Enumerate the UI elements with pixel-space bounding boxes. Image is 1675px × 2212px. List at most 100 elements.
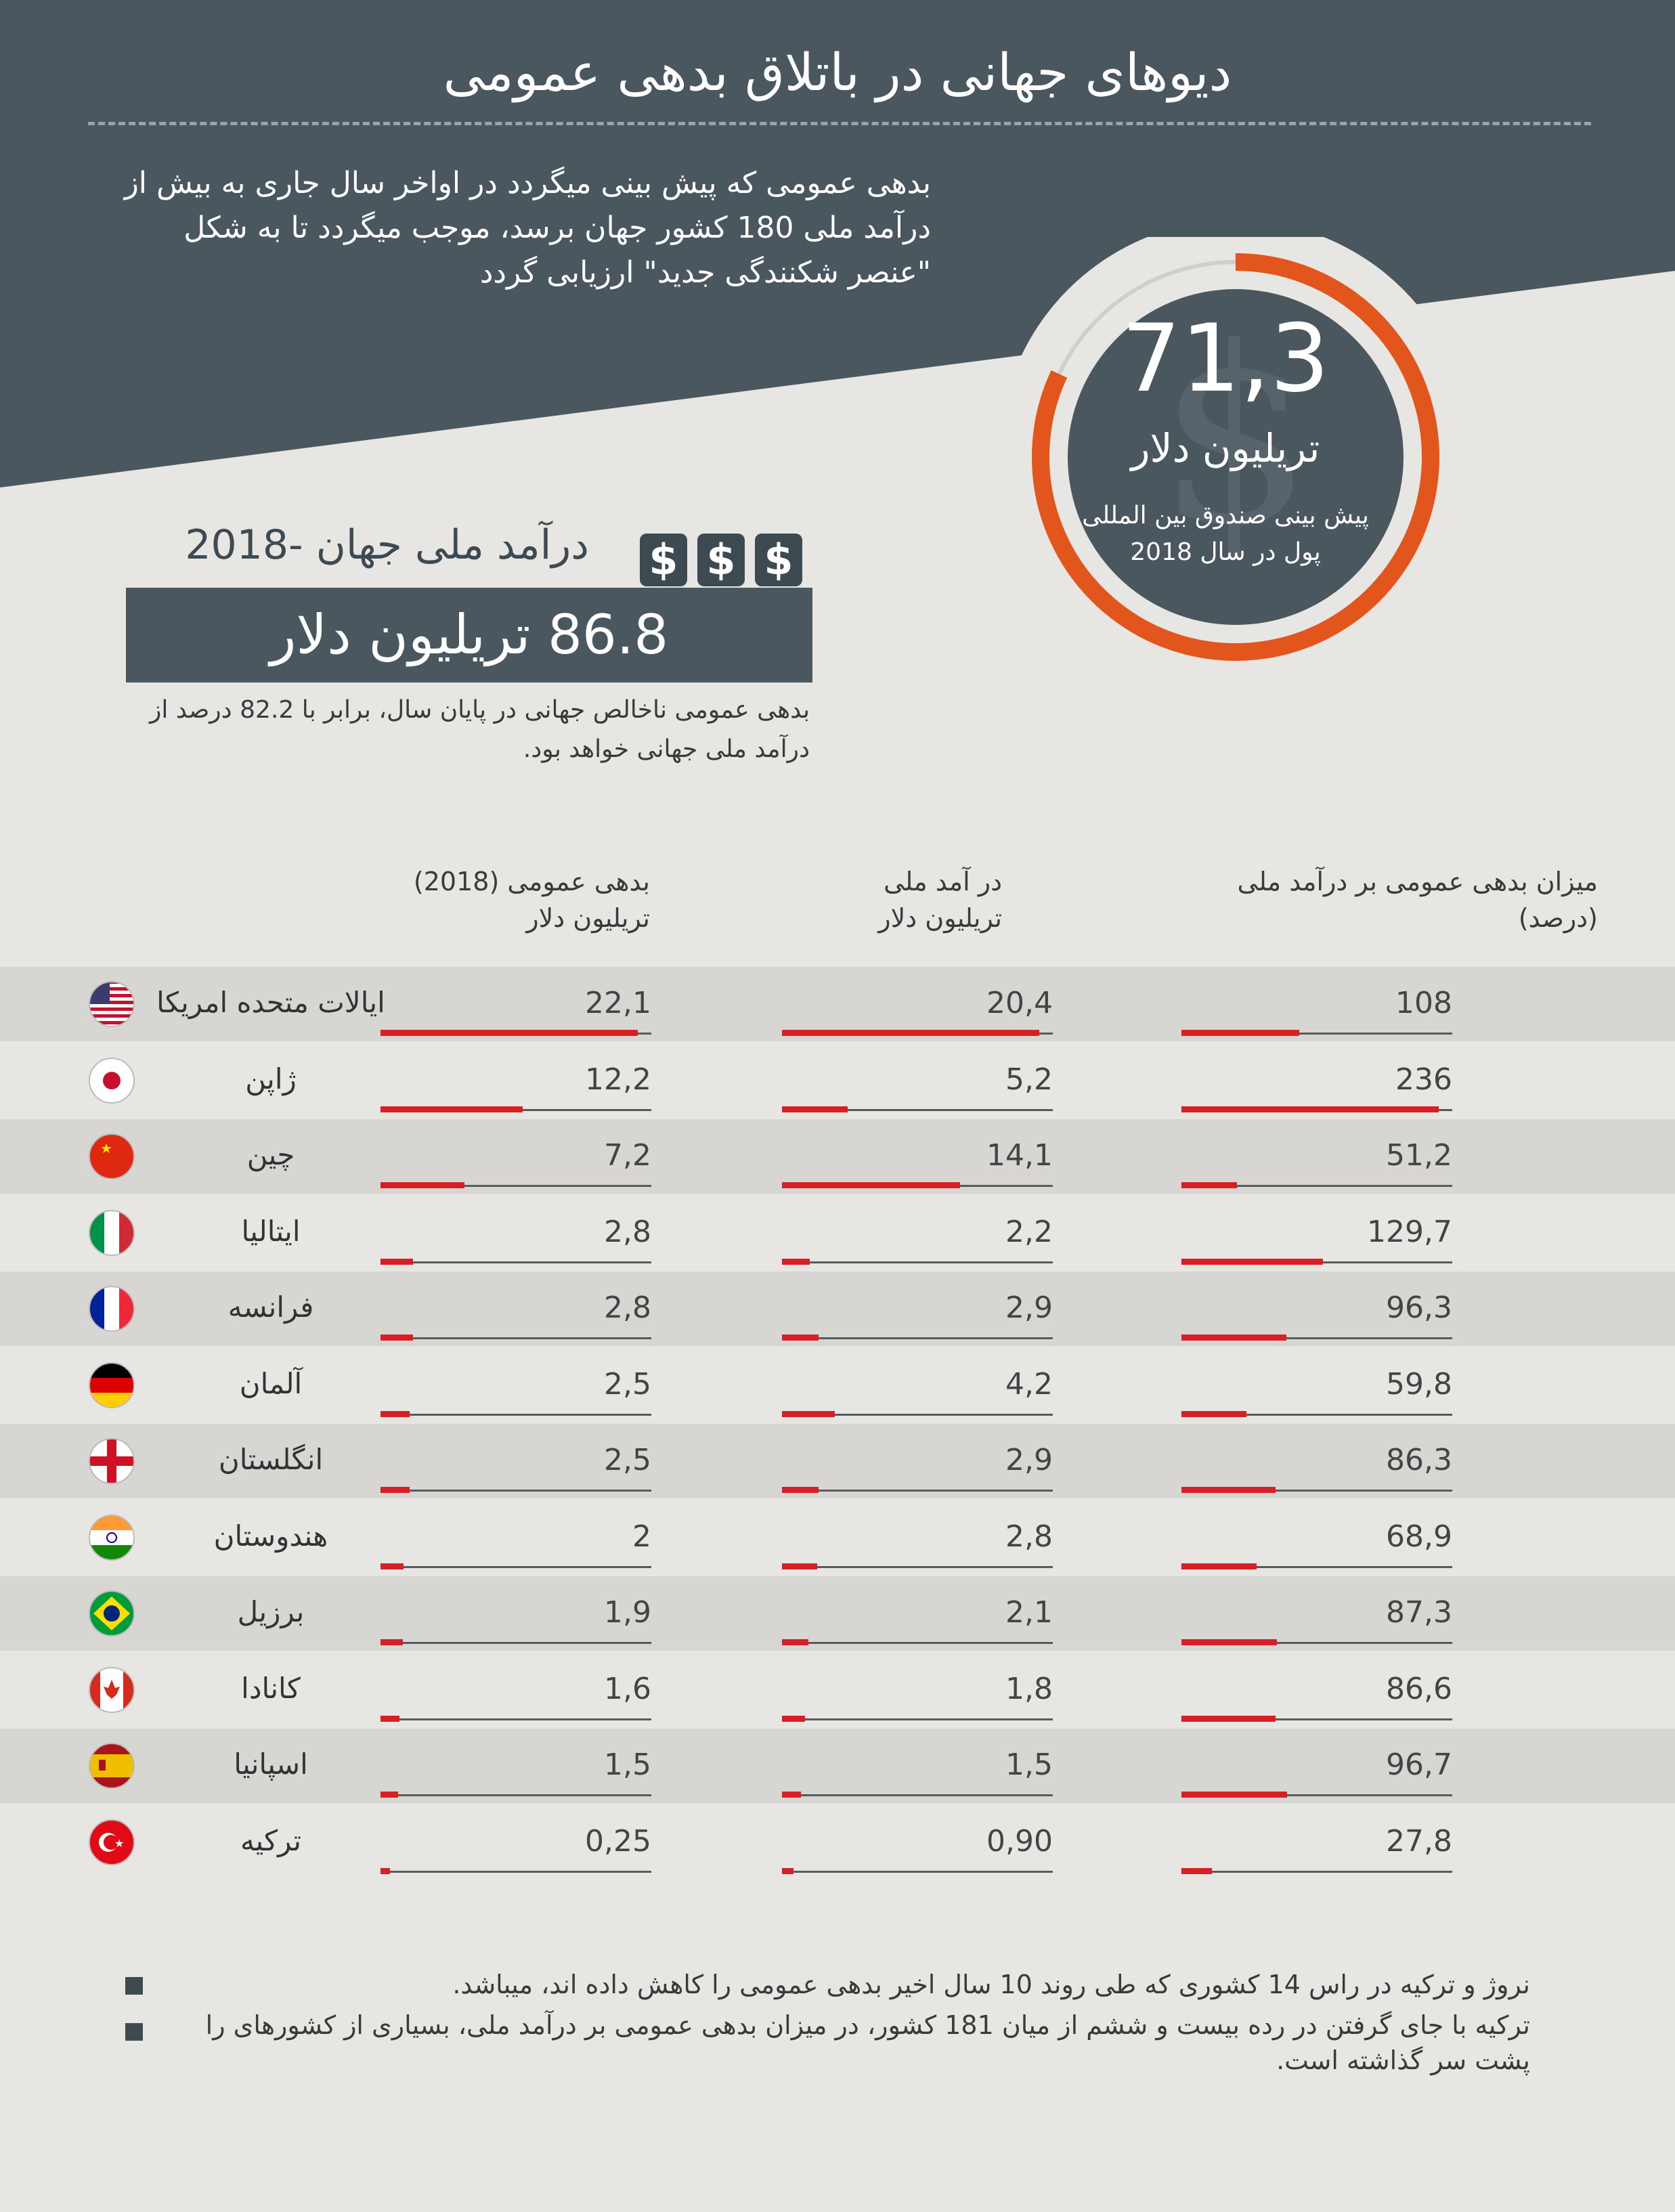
gdp-bar <box>782 1106 848 1112</box>
ratio-bar <box>1181 1563 1257 1569</box>
debt-value-label: 22,1 <box>585 986 651 1020</box>
ratio-bar-track <box>1181 1565 1452 1568</box>
country-label: ایالات متحده امریکا <box>156 986 385 1019</box>
debt-bar <box>380 1410 410 1417</box>
ratio-value-label: 96,3 <box>1386 1291 1452 1325</box>
ratio-bar-track <box>1181 1413 1452 1416</box>
ratio-bar <box>1181 1258 1323 1265</box>
ratio-bar <box>1181 1792 1287 1798</box>
germany-flag-icon <box>88 1362 135 1412</box>
debt-bar <box>380 1715 399 1722</box>
debt-value-label: 2,8 <box>604 1214 651 1249</box>
country-label: برزیل <box>237 1595 305 1628</box>
ratio-bar-track <box>1181 1337 1452 1339</box>
debt-bar <box>380 1106 523 1112</box>
gdp-bar <box>782 1715 805 1722</box>
ratio-bar <box>1181 1487 1276 1493</box>
debt-value-label: 12,2 <box>585 1062 651 1097</box>
debt-bar-track <box>380 1490 651 1492</box>
country-label: هندوستان <box>213 1519 328 1553</box>
dollar-icon: $ <box>640 534 687 586</box>
gdp-value-label: 2,1 <box>1005 1595 1053 1630</box>
japan-flag-icon <box>88 1057 135 1107</box>
intro-text: بدهی عمومی که پیش بینی میگردد در اواخر س… <box>124 166 931 290</box>
gdp-bar-track <box>782 1642 1053 1644</box>
dollar-watermark-icon: $ <box>1158 295 1313 579</box>
gdp-value-label: 14,1 <box>986 1138 1053 1173</box>
column-header-gdp: در آمد ملی تریلیون دلار <box>878 867 1002 933</box>
ratio-value-label: 86,6 <box>1386 1671 1452 1706</box>
footnote-bullet <box>125 2023 143 2041</box>
debt-bar-track <box>380 1185 651 1187</box>
debt-value-label: 1,9 <box>604 1595 651 1630</box>
debt-bar <box>380 1639 403 1645</box>
global-debt-unit: تریلیون دلار <box>1131 425 1320 471</box>
country-label: چین <box>246 1138 295 1171</box>
us-flag-icon <box>88 980 135 1031</box>
global-debt-gauge: $ <box>1016 237 1456 677</box>
ratio-bar-track <box>1181 1033 1452 1035</box>
ratio-bar-track <box>1181 1185 1452 1187</box>
gdp-bar <box>782 1258 810 1265</box>
country-label: آلمان <box>239 1366 303 1400</box>
ratio-bar <box>1181 1410 1247 1417</box>
ratio-value-label: 129,7 <box>1367 1214 1452 1249</box>
dollar-icon: $ <box>697 534 745 586</box>
gdp-value-label: 2,9 <box>1005 1443 1053 1477</box>
spain-flag-icon <box>88 1742 135 1792</box>
country-label: ترکیه <box>240 1823 302 1857</box>
gdp-bar <box>782 1182 960 1188</box>
canada-flag-icon <box>88 1666 135 1716</box>
gdp-bar <box>782 1487 819 1493</box>
gdp-value-label: 1,8 <box>1005 1671 1053 1706</box>
gdp-bar-track <box>782 1718 1053 1720</box>
table-row <box>0 1729 1675 1803</box>
gdp-bar-track <box>782 1108 1053 1111</box>
ratio-bar <box>1181 1030 1299 1036</box>
debt-bar-track <box>380 1794 651 1796</box>
footnote-bullet <box>125 1977 143 1995</box>
debt-bar <box>380 1563 404 1569</box>
turkey-flag-icon: ★ <box>88 1819 135 1869</box>
debt-value-label: 2,8 <box>604 1291 651 1325</box>
gauge-arc <box>1032 253 1439 661</box>
ratio-bar <box>1181 1715 1276 1722</box>
table-row <box>0 1576 1675 1651</box>
dollar-icon: $ <box>755 534 802 586</box>
debt-bar <box>380 1030 638 1036</box>
debt-value-label: 2,5 <box>604 1366 651 1402</box>
debt-value-label: 2 <box>632 1519 651 1554</box>
debt-bar-track <box>380 1718 651 1720</box>
india-flag-icon <box>88 1514 135 1564</box>
footnote-1: نروژ و ترکیه در راس 14 کشوری که طی روند … <box>452 1970 1530 1999</box>
gdp-bar-track <box>782 1337 1053 1339</box>
debt-value-label: 1,5 <box>604 1748 651 1782</box>
title-divider <box>88 122 1591 125</box>
ratio-bar <box>1181 1106 1439 1112</box>
debt-bar <box>380 1258 414 1265</box>
ratio-value-label: 86,3 <box>1386 1443 1452 1477</box>
gauge-center <box>1068 289 1404 625</box>
ratio-bar <box>1181 1867 1212 1874</box>
france-flag-icon <box>88 1285 135 1335</box>
ratio-value-label: 108 <box>1395 986 1452 1020</box>
table-row <box>0 1119 1675 1194</box>
ratio-value-label: 96,7 <box>1386 1748 1452 1782</box>
country-label: انگلستان <box>218 1443 324 1476</box>
debt-bar <box>380 1867 390 1874</box>
gdp-value-label: 5,2 <box>1005 1062 1053 1097</box>
global-debt-value: 71,3 <box>1121 304 1330 413</box>
debt-value-label: 1,6 <box>604 1671 651 1706</box>
ratio-bar-track <box>1181 1794 1452 1796</box>
column-header-ratio: میزان بدهی عمومی بر درآمد ملی (درصد) <box>1237 867 1598 933</box>
gdp-bar-track <box>782 1413 1053 1416</box>
debt-bar-track <box>380 1261 651 1263</box>
country-label: ایتالیا <box>241 1214 301 1248</box>
gdp-bar <box>782 1639 809 1645</box>
country-label: ژاپن <box>245 1062 297 1096</box>
gni-value: 86.8 تریلیون دلار <box>126 588 812 682</box>
debt-bar-track <box>380 1565 651 1568</box>
debt-value-label: 7,2 <box>604 1138 651 1173</box>
ratio-value-label: 236 <box>1395 1062 1452 1097</box>
ratio-value-label: 51,2 <box>1386 1138 1452 1173</box>
